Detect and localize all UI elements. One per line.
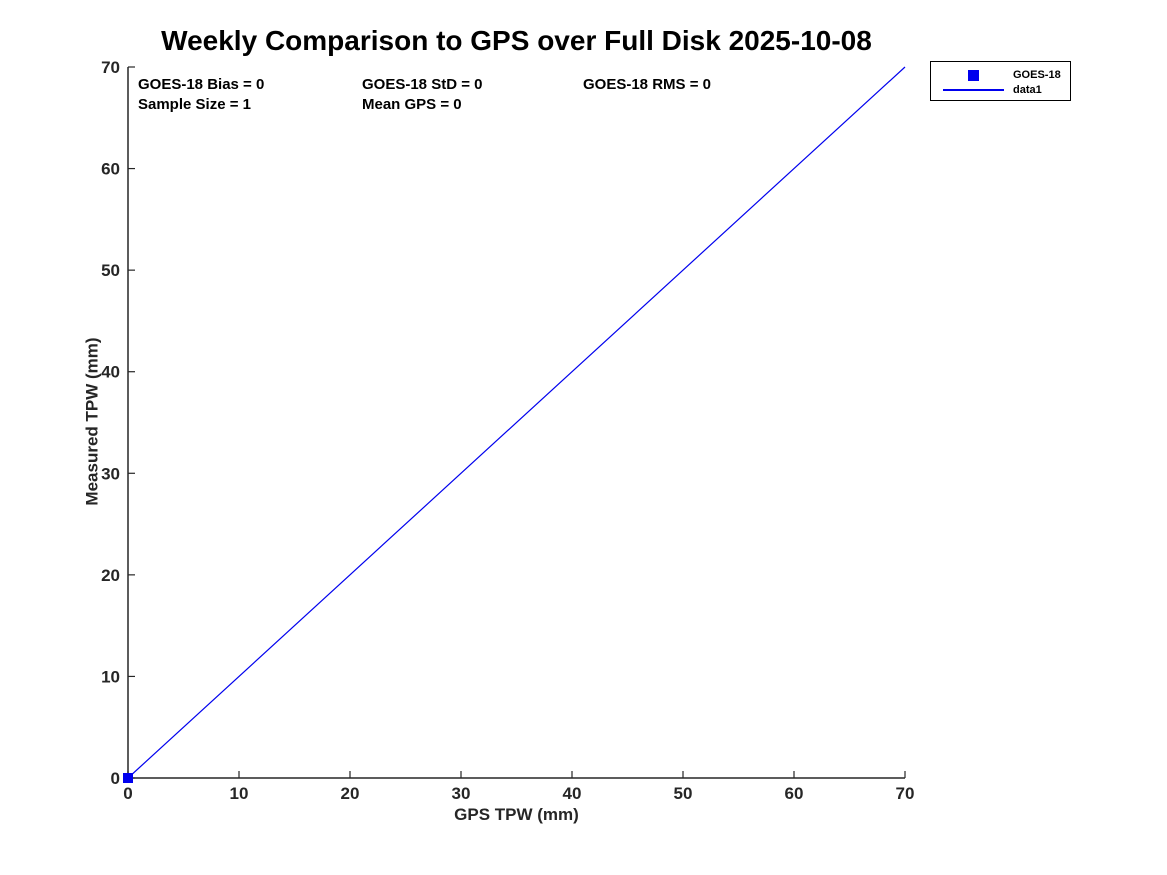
series-line-data1: [127, 66, 906, 779]
legend-label-data1: data1: [1013, 84, 1042, 96]
legend-icon-area: [943, 67, 1004, 83]
y-tick-label: 70: [101, 58, 120, 77]
x-tick-label: 50: [674, 784, 693, 803]
legend-line-sample-icon: [943, 89, 1004, 91]
x-tick-label: 20: [341, 784, 360, 803]
x-tick-label: 60: [785, 784, 804, 803]
x-tick-label: 70: [896, 784, 915, 803]
legend-icon-area: [943, 82, 1004, 98]
legend-square-marker-icon: [968, 69, 979, 81]
annotation-bias: GOES-18 Bias = 0: [138, 76, 265, 93]
y-tick-label: 10: [101, 667, 120, 686]
legend: GOES-18 data1: [930, 61, 1071, 101]
y-tick-label: 0: [111, 769, 120, 788]
annotation-std: GOES-18 StD = 0: [362, 76, 483, 93]
y-axis-label: Measured TPW (mm): [82, 337, 102, 506]
annotation-sample-size: Sample Size = 1: [138, 96, 251, 113]
x-tick-label: 0: [123, 784, 132, 803]
y-tick-label: 60: [101, 160, 120, 179]
y-tick-label: 20: [101, 566, 120, 585]
annotation-mean-gps: Mean GPS = 0: [362, 96, 462, 113]
chart-title: Weekly Comparison to GPS over Full Disk …: [161, 25, 872, 56]
y-tick-label: 40: [101, 363, 120, 382]
x-axis-label: GPS TPW (mm): [454, 805, 579, 824]
legend-entry-goes18: GOES-18: [931, 67, 1070, 83]
annotation-rms: GOES-18 RMS = 0: [583, 76, 711, 93]
y-tick-label: 50: [101, 261, 120, 280]
legend-label-goes18: GOES-18: [1013, 69, 1061, 81]
x-tick-label: 30: [452, 784, 471, 803]
y-tick-label: 30: [101, 464, 120, 483]
x-tick-label: 10: [230, 784, 249, 803]
x-tick-label: 40: [563, 784, 582, 803]
legend-entry-data1: data1: [931, 82, 1070, 98]
